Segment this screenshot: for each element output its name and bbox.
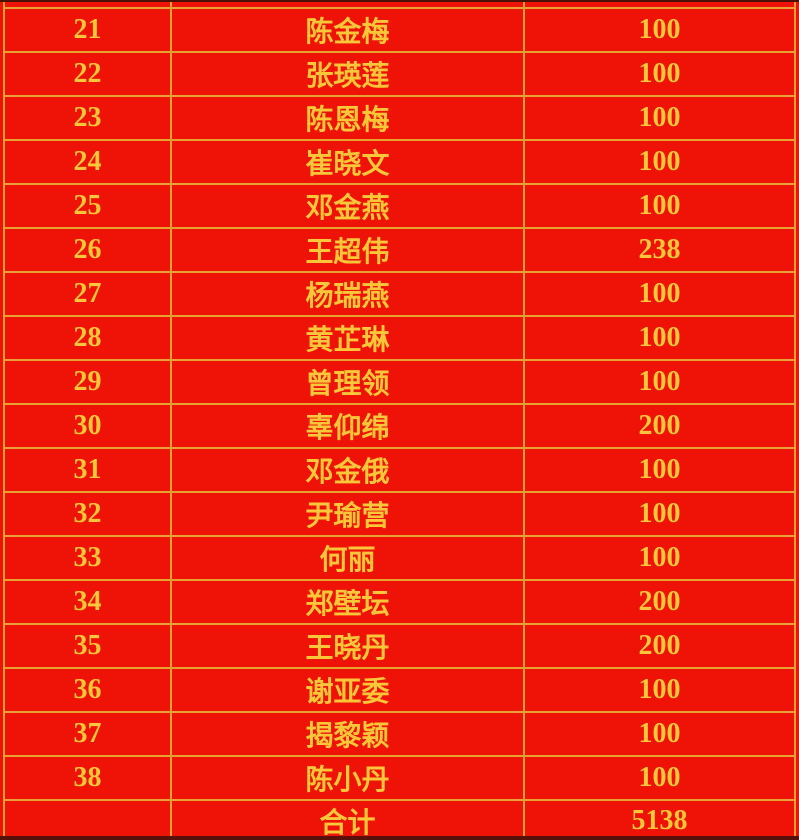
row-number-cell — [3, 0, 172, 7]
row-number-cell: 25 — [3, 185, 172, 227]
table-row: 34 郑壁坛 200 — [3, 581, 796, 625]
amount-cell: 100 — [525, 713, 796, 755]
table-row: 32 尹瑜营 100 — [3, 493, 796, 537]
row-number-cell: 22 — [3, 53, 172, 95]
table-row: 25 邓金燕 100 — [3, 185, 796, 229]
amount-cell: 200 — [525, 405, 796, 447]
table-row: 37 揭黎颖 100 — [3, 713, 796, 757]
row-number-cell: 28 — [3, 317, 172, 359]
total-empty-cell — [3, 801, 172, 840]
row-number-cell: 31 — [3, 449, 172, 491]
table-row: 33 何丽 100 — [3, 537, 796, 581]
amount-cell: 100 — [525, 141, 796, 183]
amount-cell: 100 — [525, 757, 796, 799]
amount-cell: 238 — [525, 229, 796, 271]
partial-row-top — [3, 0, 796, 9]
table-row: 24 崔晓文 100 — [3, 141, 796, 185]
name-cell: 辜仰绵 — [172, 405, 525, 447]
name-cell: 陈恩梅 — [172, 97, 525, 139]
table-row: 28 黄芷琳 100 — [3, 317, 796, 361]
name-cell: 邓金燕 — [172, 185, 525, 227]
table-row: 21 陈金梅 100 — [3, 9, 796, 53]
name-cell: 王晓丹 — [172, 625, 525, 667]
name-cell: 谢亚委 — [172, 669, 525, 711]
table-row: 31 邓金俄 100 — [3, 449, 796, 493]
name-cell: 杨瑞燕 — [172, 273, 525, 315]
row-number-cell: 37 — [3, 713, 172, 755]
amount-cell: 100 — [525, 361, 796, 403]
amount-cell: 100 — [525, 185, 796, 227]
table-row: 38 陈小丹 100 — [3, 757, 796, 801]
name-cell: 王超伟 — [172, 229, 525, 271]
table-row: 30 辜仰绵 200 — [3, 405, 796, 449]
name-cell: 崔晓文 — [172, 141, 525, 183]
row-number-cell: 26 — [3, 229, 172, 271]
amount-cell: 100 — [525, 273, 796, 315]
amount-cell — [525, 0, 796, 7]
table-row: 23 陈恩梅 100 — [3, 97, 796, 141]
name-cell: 尹瑜营 — [172, 493, 525, 535]
row-number-cell: 27 — [3, 273, 172, 315]
amount-cell: 100 — [525, 537, 796, 579]
table-row: 36 谢亚委 100 — [3, 669, 796, 713]
row-number-cell: 23 — [3, 97, 172, 139]
row-number-cell: 24 — [3, 141, 172, 183]
name-cell: 曾理领 — [172, 361, 525, 403]
row-number-cell: 32 — [3, 493, 172, 535]
name-cell: 揭黎颖 — [172, 713, 525, 755]
name-cell: 陈小丹 — [172, 757, 525, 799]
table-row: 26 王超伟 238 — [3, 229, 796, 273]
total-label: 合计 — [172, 801, 525, 840]
row-number-cell: 36 — [3, 669, 172, 711]
amount-cell: 100 — [525, 53, 796, 95]
name-cell — [172, 0, 525, 7]
bottom-edge-shadow — [0, 836, 799, 840]
amount-cell: 100 — [525, 317, 796, 359]
row-number-cell: 29 — [3, 361, 172, 403]
name-cell: 黄芷琳 — [172, 317, 525, 359]
name-cell: 陈金梅 — [172, 9, 525, 51]
table-row: 22 张瑛莲 100 — [3, 53, 796, 97]
table-row: 27 杨瑞燕 100 — [3, 273, 796, 317]
row-number-cell: 35 — [3, 625, 172, 667]
amount-cell: 100 — [525, 9, 796, 51]
row-number-cell: 21 — [3, 9, 172, 51]
row-number-cell: 38 — [3, 757, 172, 799]
amount-cell: 100 — [525, 493, 796, 535]
name-cell: 张瑛莲 — [172, 53, 525, 95]
amount-cell: 100 — [525, 97, 796, 139]
amount-cell: 100 — [525, 449, 796, 491]
row-number-cell: 33 — [3, 537, 172, 579]
amount-cell: 100 — [525, 669, 796, 711]
amount-cell: 200 — [525, 625, 796, 667]
table-row: 29 曾理领 100 — [3, 361, 796, 405]
row-number-cell: 30 — [3, 405, 172, 447]
name-cell: 郑壁坛 — [172, 581, 525, 623]
row-number-cell: 34 — [3, 581, 172, 623]
top-edge-shadow — [0, 0, 799, 2]
name-cell: 何丽 — [172, 537, 525, 579]
name-cell: 邓金俄 — [172, 449, 525, 491]
amount-cell: 200 — [525, 581, 796, 623]
donation-table: 21 陈金梅 100 22 张瑛莲 100 23 陈恩梅 100 24 崔晓文 … — [3, 0, 796, 840]
total-amount: 5138 — [525, 801, 796, 840]
table-row: 35 王晓丹 200 — [3, 625, 796, 669]
total-row: 合计 5138 — [3, 801, 796, 840]
